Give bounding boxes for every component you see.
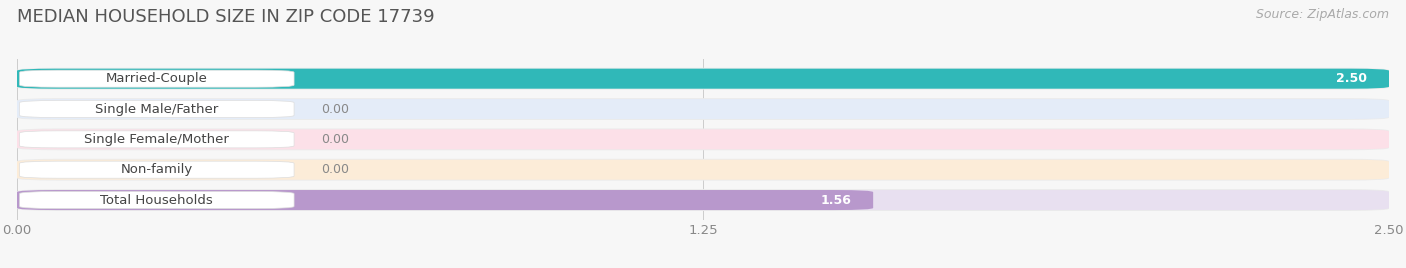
- FancyBboxPatch shape: [17, 69, 1389, 89]
- FancyBboxPatch shape: [17, 159, 1389, 181]
- FancyBboxPatch shape: [17, 189, 1389, 211]
- Text: Non-family: Non-family: [121, 163, 193, 176]
- FancyBboxPatch shape: [20, 70, 294, 87]
- FancyBboxPatch shape: [20, 100, 294, 118]
- Text: Single Female/Mother: Single Female/Mother: [84, 133, 229, 146]
- FancyBboxPatch shape: [17, 69, 1389, 89]
- Text: 0.00: 0.00: [322, 133, 350, 146]
- FancyBboxPatch shape: [20, 131, 294, 148]
- Text: 1.56: 1.56: [820, 193, 851, 207]
- FancyBboxPatch shape: [17, 128, 1389, 150]
- Text: Total Households: Total Households: [100, 193, 214, 207]
- FancyBboxPatch shape: [17, 160, 1389, 180]
- Text: Single Male/Father: Single Male/Father: [96, 103, 218, 116]
- Text: Source: ZipAtlas.com: Source: ZipAtlas.com: [1256, 8, 1389, 21]
- FancyBboxPatch shape: [17, 98, 1389, 120]
- FancyBboxPatch shape: [17, 68, 1389, 90]
- FancyBboxPatch shape: [17, 190, 1389, 210]
- FancyBboxPatch shape: [17, 99, 1389, 119]
- FancyBboxPatch shape: [20, 161, 294, 178]
- FancyBboxPatch shape: [17, 129, 1389, 149]
- Text: 0.00: 0.00: [322, 163, 350, 176]
- FancyBboxPatch shape: [17, 190, 873, 210]
- FancyBboxPatch shape: [20, 192, 294, 209]
- Text: MEDIAN HOUSEHOLD SIZE IN ZIP CODE 17739: MEDIAN HOUSEHOLD SIZE IN ZIP CODE 17739: [17, 8, 434, 26]
- Text: Married-Couple: Married-Couple: [105, 72, 208, 85]
- Text: 2.50: 2.50: [1336, 72, 1367, 85]
- Text: 0.00: 0.00: [322, 103, 350, 116]
